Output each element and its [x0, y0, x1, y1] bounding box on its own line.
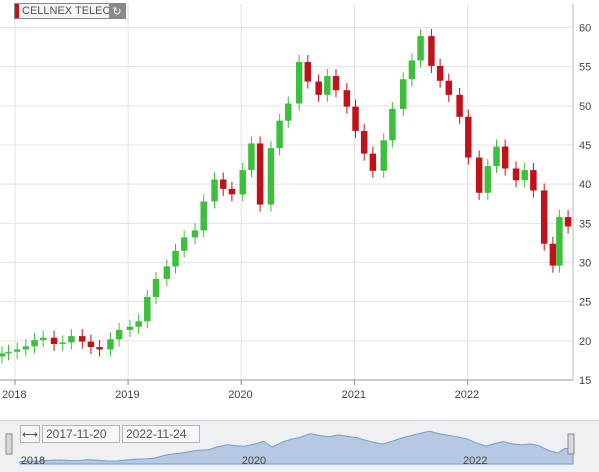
y-tick-label: 40 — [579, 179, 591, 191]
candle-body — [389, 108, 396, 141]
candle-body — [248, 143, 255, 171]
candle-body — [456, 94, 463, 117]
candle-body — [315, 81, 322, 95]
candle-body — [360, 130, 368, 154]
range-from-input[interactable]: 2017-11-20 — [42, 425, 120, 443]
y-tick-label: 50 — [579, 101, 591, 113]
navigator-left-handle[interactable] — [5, 433, 13, 455]
candle-body — [180, 237, 188, 251]
y-tick-label: 45 — [579, 140, 591, 152]
x-tick-label: 2022 — [455, 389, 479, 401]
candle-body — [79, 336, 86, 342]
candle-body — [31, 340, 38, 347]
symbol-selector[interactable]: CELLNEX TELECO ↻ — [14, 3, 126, 19]
candle-body — [540, 190, 548, 244]
candle-body — [343, 90, 351, 107]
candle-body — [285, 103, 292, 121]
candle-body — [163, 266, 171, 279]
candle-body — [59, 342, 66, 344]
y-tick-label: 25 — [579, 297, 591, 309]
candle-body — [239, 170, 246, 195]
refresh-icon[interactable]: ↻ — [109, 4, 125, 18]
candle-body — [276, 120, 283, 149]
navigator-x-label: 2018 — [21, 455, 45, 467]
y-tick-label: 15 — [579, 375, 591, 387]
x-tick-label: 2018 — [2, 389, 26, 401]
symbol-color-marker — [15, 4, 19, 18]
candle-body — [22, 346, 30, 350]
candle-body — [556, 217, 563, 266]
candle-body — [332, 76, 340, 91]
y-tick-label: 35 — [579, 218, 591, 230]
candle-body — [352, 106, 359, 131]
candle-body — [475, 157, 483, 193]
y-tick-label: 20 — [579, 336, 591, 348]
candle-body — [267, 148, 275, 205]
symbol-name: CELLNEX TELECO — [22, 5, 109, 17]
candle-body — [13, 349, 21, 352]
candle-body — [211, 179, 218, 202]
navigator-x-label: 2022 — [463, 455, 487, 467]
candle-body — [144, 296, 151, 322]
x-tick-label: 2020 — [228, 389, 252, 401]
y-tick-label: 60 — [579, 23, 591, 35]
candle-body — [135, 321, 142, 327]
candle-body — [408, 60, 416, 80]
candle-body — [115, 329, 123, 340]
candle-body — [228, 188, 236, 195]
candle-body — [107, 339, 114, 350]
candle-body — [219, 179, 227, 189]
navigator-area — [19, 430, 574, 465]
candle-body — [68, 336, 75, 343]
range-expand-icon[interactable]: ⟷ — [20, 425, 40, 443]
x-tick-label: 2021 — [342, 389, 366, 401]
x-tick-label: 2019 — [115, 389, 139, 401]
candle-body — [172, 250, 179, 267]
candle-body — [369, 153, 377, 171]
candle-body — [191, 230, 199, 238]
candle-body — [493, 146, 500, 167]
candle-body — [549, 243, 557, 266]
candle-body — [87, 341, 95, 348]
candle-body — [50, 337, 58, 344]
candle-body — [428, 36, 435, 66]
navigator-right-handle[interactable] — [567, 433, 575, 455]
range-to-input[interactable]: 2022-11-24 — [122, 425, 200, 443]
candle-body — [0, 353, 6, 357]
candle-body — [380, 140, 387, 171]
candle-body — [256, 143, 264, 205]
candle-body — [512, 168, 520, 181]
candle-body — [5, 351, 12, 354]
candle-body — [324, 76, 331, 95]
candle-body — [152, 278, 160, 297]
candle-body — [400, 79, 407, 109]
candlestick-chart[interactable]: 20 25 30 35 40 45 50 55 60 15 2018 2019 2020 2021 2022 — [0, 0, 599, 420]
y-tick-label: 55 — [579, 62, 591, 74]
navigator-x-label: 2020 — [242, 455, 266, 467]
date-range-selector: ⟷ 2017-11-20 2022-11-24 — [20, 425, 200, 443]
candle-body — [521, 170, 528, 181]
candle-body — [39, 337, 47, 341]
candle-body — [295, 61, 303, 104]
candle-body — [200, 201, 207, 231]
candle-body — [465, 116, 472, 158]
candle-body — [501, 146, 509, 169]
y-tick-label: 30 — [579, 258, 591, 270]
candle-body — [304, 61, 312, 82]
candle-body — [96, 347, 103, 350]
candle-body — [445, 80, 453, 95]
candle-body — [530, 170, 537, 191]
candle-body — [417, 36, 424, 61]
navigator-minimap[interactable]: 2018 2020 2022 — [0, 420, 599, 471]
candle-body — [436, 65, 444, 81]
candle-body — [564, 217, 572, 227]
candle-body — [126, 326, 134, 330]
candle-body — [484, 166, 492, 193]
